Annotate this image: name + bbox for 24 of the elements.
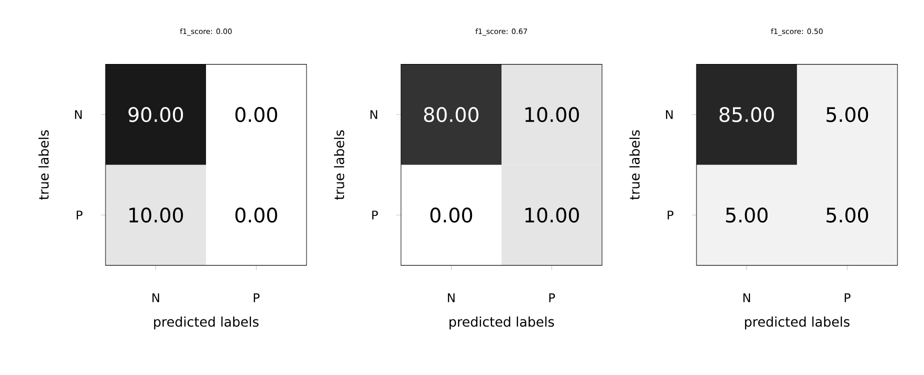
x-axis-title: predicted labels xyxy=(450,316,554,330)
data-label: 0.00 xyxy=(430,208,472,223)
data-label: 85.00 xyxy=(720,107,774,122)
data-label: 80.00 xyxy=(424,107,478,122)
x-axis-title: predicted labels xyxy=(154,316,259,330)
y-axis-title: true labels xyxy=(38,130,49,200)
x-tick-label: P xyxy=(844,293,850,302)
data-label: 0.00 xyxy=(235,208,278,223)
y-axis-title: true labels xyxy=(334,130,344,200)
y-axis-title: true labels xyxy=(629,130,640,200)
x-tick-label: N xyxy=(743,293,750,302)
data-label: 90.00 xyxy=(128,107,183,122)
data-label: 0.00 xyxy=(235,107,278,122)
data-label: 5.00 xyxy=(826,208,868,223)
data-label: 10.00 xyxy=(525,107,579,122)
x-tick-label: N xyxy=(448,293,455,302)
x-tick-label: N xyxy=(152,293,160,302)
x-tick-label: P xyxy=(549,293,555,302)
data-label: 5.00 xyxy=(826,107,868,122)
data-label: 5.00 xyxy=(726,208,768,223)
x-tick-label: P xyxy=(254,293,260,302)
data-label: 10.00 xyxy=(129,208,183,223)
x-axis-title: predicted labels xyxy=(745,316,850,330)
data-label: 10.00 xyxy=(525,208,579,223)
